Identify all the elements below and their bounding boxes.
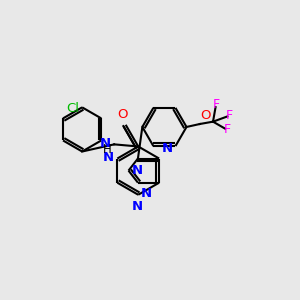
Text: N: N <box>103 151 114 164</box>
Text: N: N <box>162 142 173 155</box>
Text: N: N <box>140 188 152 200</box>
Text: F: F <box>224 123 231 136</box>
Text: O: O <box>117 108 128 121</box>
Text: H: H <box>103 143 111 156</box>
Text: F: F <box>226 109 233 122</box>
Text: F: F <box>212 98 220 111</box>
Text: O: O <box>201 109 211 122</box>
Text: N: N <box>132 164 143 177</box>
Text: N: N <box>132 200 143 213</box>
Text: N: N <box>100 137 111 150</box>
Text: Cl: Cl <box>66 102 79 115</box>
